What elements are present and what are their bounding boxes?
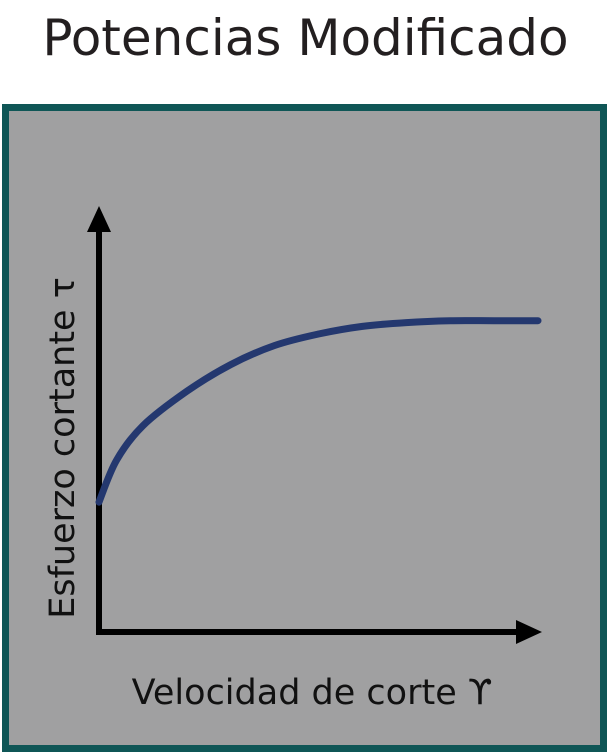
y-axis-label: Esfuerzo cortante τ [43, 277, 83, 619]
x-axis-label: Velocidad de corte ϒ [132, 673, 493, 713]
y-axis-arrow-icon [87, 206, 111, 232]
chart-panel [2, 104, 607, 752]
x-axis-arrow-icon [516, 620, 542, 644]
page-title: Potencias Modificado [42, 9, 569, 67]
series-line [95, 317, 542, 506]
